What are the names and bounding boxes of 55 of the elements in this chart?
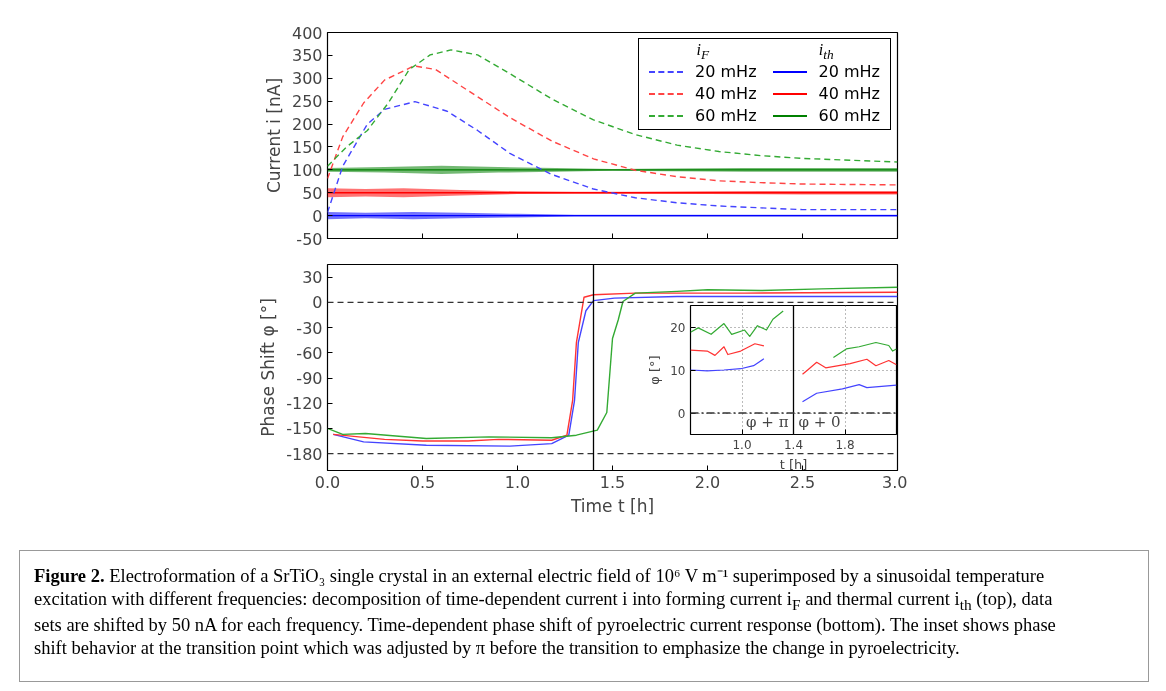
y-tick-label: 0 [312, 206, 323, 226]
x-tick-label: 2.0 [694, 472, 721, 492]
y-tick-label: 0 [312, 293, 323, 313]
legend-label: 40 mHz [695, 82, 757, 105]
y-tick-label: 0 [677, 406, 686, 421]
line-series [690, 343, 765, 356]
x-tick-label: 0.5 [409, 472, 436, 492]
x-tick-label: 2.5 [789, 472, 816, 492]
x-tick-label: 1.0 [732, 437, 752, 452]
text: Figure 2. Electroformation of a SrTiO₃ single crystal in an external electric field of 10⁶ V m⁻¹ superimposed by a sinusoidal temperature excitation with different frequencies: decomposition of time-dependent current i into forming current i$_{F}$ and thermal current i$_{th}$ (top), data sets are shifted by 50 nA for each frequency. Time-dependent phase shift of pyroelectric current response (bottom). The inset shows phase shift behavior at the transition point which was adjusted by π before the transition to emphasize the change in pyroelectricity. [34, 566, 1056, 658]
legend-label: 60 mHz [695, 104, 757, 127]
x-tick-label: 1.5 [599, 472, 626, 492]
y-tick-label: 150 [291, 137, 323, 157]
y-tick-label: 100 [291, 160, 323, 180]
text: i$_{th}$ [818, 41, 834, 63]
line-series [690, 310, 784, 338]
y-tick-label: -120 [286, 394, 323, 414]
y-tick-label: -30 [296, 318, 323, 338]
y-tick-label: 200 [291, 115, 323, 135]
y-tick-label: 350 [291, 46, 323, 66]
x-tick-label: 3.0 [882, 472, 908, 492]
x-axis-title: Time t [h] [569, 495, 655, 516]
y-tick-label: 300 [291, 69, 323, 89]
legend-label: 20 mHz [695, 60, 757, 83]
y-tick-label: 30 [302, 268, 323, 288]
legend-label: 40 mHz [818, 82, 880, 105]
y-axis-title: φ [°] [647, 355, 663, 385]
legend-label: 20 mHz [818, 60, 880, 83]
y-tick-label: 400 [291, 23, 323, 43]
text: i$_{F}$ [696, 41, 710, 63]
y-tick-label: 250 [291, 92, 323, 112]
y-tick-label: -180 [286, 444, 323, 464]
y-tick-label: 20 [670, 320, 686, 335]
y-tick-label: 50 [302, 183, 323, 203]
x-axis-title: t [h] [779, 456, 808, 472]
x-tick-label: 1.8 [835, 437, 855, 452]
y-tick-label: 10 [670, 363, 686, 378]
y-axis-title: Current i [nA] [263, 77, 284, 194]
line-series [801, 358, 897, 375]
legend-label: 60 mHz [818, 104, 880, 127]
y-tick-label: -50 [296, 229, 323, 249]
y-tick-label: -60 [296, 343, 323, 363]
x-tick-label: 1.4 [783, 437, 804, 452]
y-tick-label: -150 [286, 419, 323, 439]
line-series [327, 100, 898, 214]
line-series [327, 65, 898, 186]
line-series [832, 341, 897, 359]
x-tick-label: 0.0 [314, 472, 341, 492]
annotation: φ + π [746, 412, 789, 431]
y-tick-label: -90 [296, 369, 323, 389]
annotation: φ + 0 [798, 412, 841, 431]
line-series [690, 358, 765, 372]
line-series [801, 384, 897, 403]
y-axis-title: Phase Shift φ [°] [258, 298, 279, 437]
x-tick-label: 1.0 [504, 472, 531, 492]
